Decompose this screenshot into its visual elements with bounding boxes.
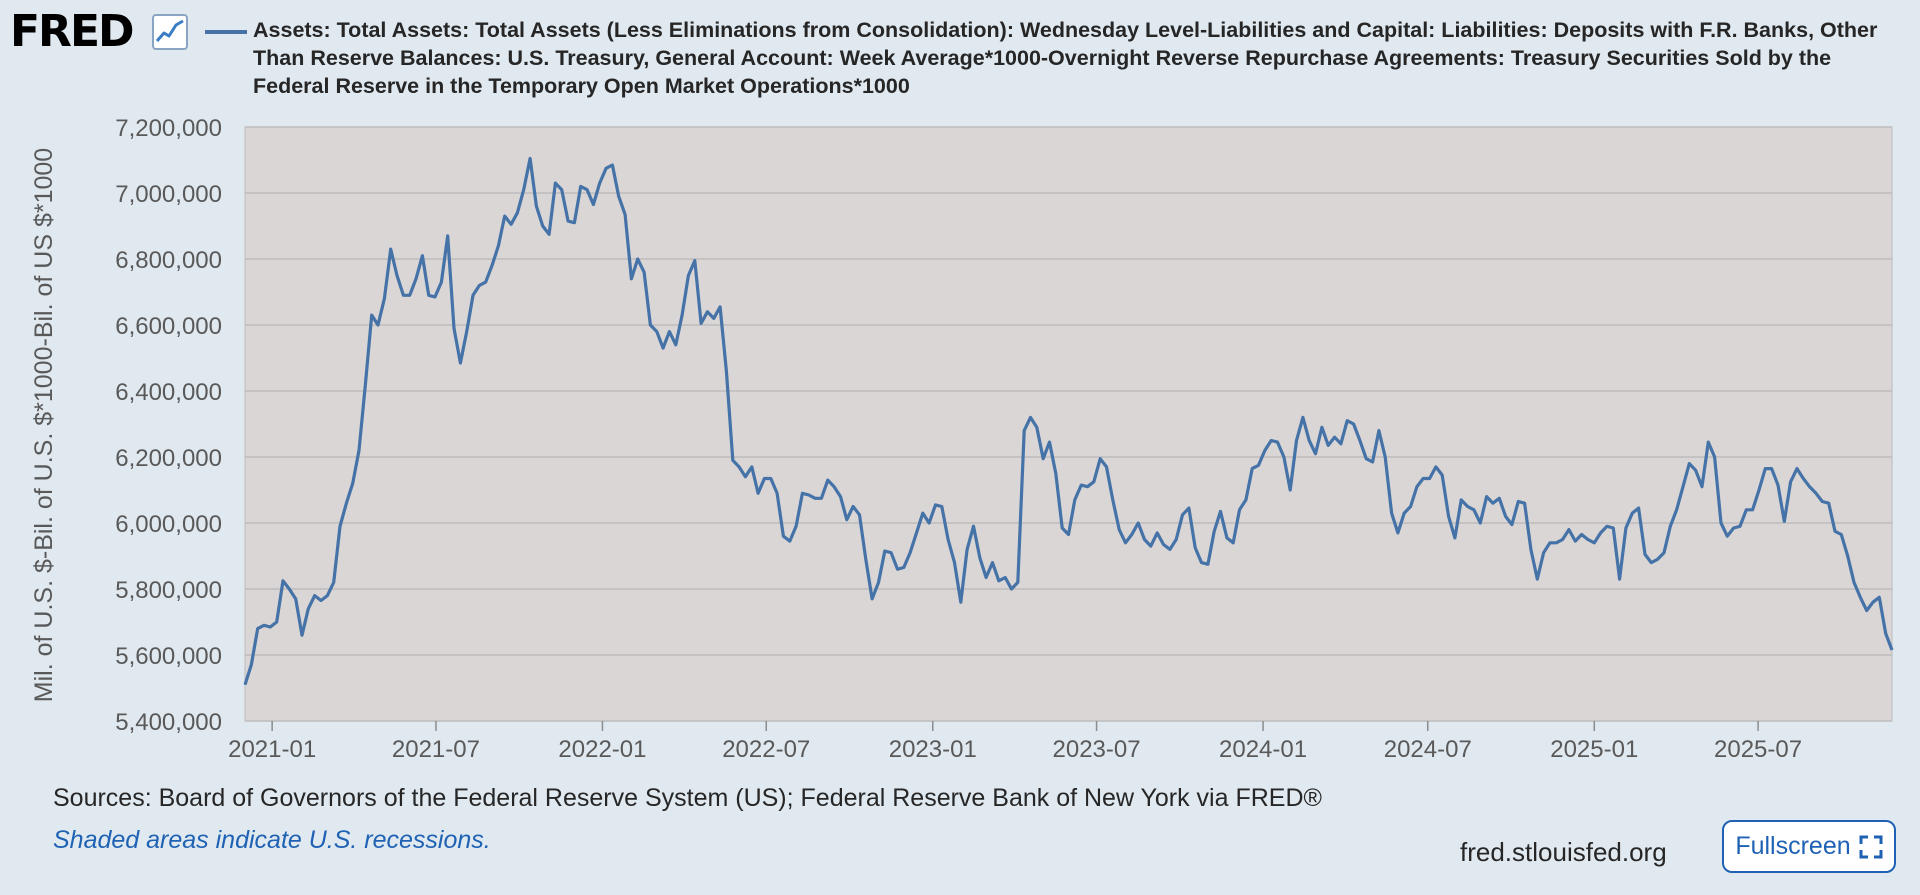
y-tick-label: 5,400,000 bbox=[115, 709, 222, 736]
x-tick-label: 2025-07 bbox=[1714, 736, 1802, 763]
y-tick-label: 6,400,000 bbox=[115, 379, 222, 406]
y-tick-label: 6,600,000 bbox=[115, 313, 222, 340]
plot-area bbox=[244, 126, 1893, 722]
site-url[interactable]: fred.stlouisfed.org bbox=[1460, 837, 1667, 867]
legend-swatch bbox=[205, 30, 247, 34]
x-tick-label: 2022-07 bbox=[722, 736, 810, 763]
y-tick-label: 7,000,000 bbox=[115, 181, 222, 208]
y-tick-label: 5,600,000 bbox=[115, 643, 222, 670]
x-tick-label: 2022-01 bbox=[558, 736, 646, 763]
x-tick-label: 2024-01 bbox=[1219, 736, 1307, 763]
series-title: Assets: Total Assets: Total Assets (Less… bbox=[253, 18, 1878, 98]
y-tick-label: 6,200,000 bbox=[115, 445, 222, 472]
series-line[interactable] bbox=[243, 156, 1894, 686]
x-tick-label: 2023-07 bbox=[1053, 736, 1141, 763]
chart-line-icon bbox=[152, 14, 188, 50]
chart-header: FRED Assets: Total Assets: Total Assets … bbox=[0, 0, 1920, 110]
x-tick-label: 2021-07 bbox=[392, 736, 480, 763]
y-tick-label: 6,800,000 bbox=[115, 247, 222, 274]
y-tick-label: 7,200,000 bbox=[115, 115, 222, 142]
x-tick-label: 2023-01 bbox=[889, 736, 977, 763]
y-tick-label: 5,800,000 bbox=[115, 577, 222, 604]
line-chart: 5,400,000 5,600,000 5,800,000 6,000,000 6,20… bbox=[115, 115, 1894, 763]
x-tick-label: 2025-01 bbox=[1550, 736, 1638, 763]
fred-logo[interactable]: FRED bbox=[10, 6, 135, 57]
fullscreen-button[interactable]: Fullscreen bbox=[1722, 820, 1896, 873]
y-tick-label: 6,000,000 bbox=[115, 511, 222, 538]
gridlines bbox=[245, 126, 1892, 722]
expand-icon bbox=[1859, 835, 1883, 858]
sources-text: Sources: Board of Governors of the Feder… bbox=[53, 784, 1322, 812]
x-tick-label: 2021-01 bbox=[228, 736, 316, 763]
recessions-note[interactable]: Shaded areas indicate U.S. recessions. bbox=[53, 826, 491, 854]
y-axis-ticks: 5,400,000 5,600,000 5,800,000 6,000,000 6,20… bbox=[115, 115, 222, 736]
x-axis-ticks: 2021-01 2021-07 2022-01 2022-07 2023-01 2023-… bbox=[228, 721, 1802, 763]
x-tick-label: 2024-07 bbox=[1384, 736, 1472, 763]
fullscreen-label: Fullscreen bbox=[1735, 832, 1851, 860]
